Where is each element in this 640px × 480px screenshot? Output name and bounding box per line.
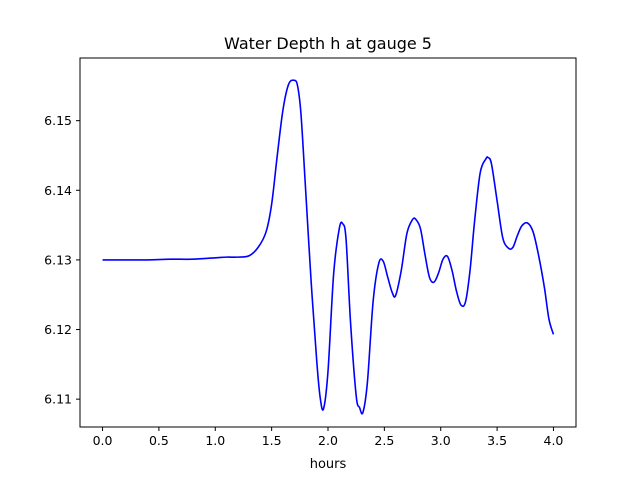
y-tick-label: 6.15 (44, 113, 72, 128)
y-tick-label: 6.13 (44, 252, 72, 267)
x-tick-label: 0.0 (93, 433, 113, 448)
plot-frame (79, 57, 577, 428)
tick-layer: 0.0 0.5 1.0 1.5 2.0 2.5 3.0 3.5 4.0 6.11 6.12 6.13 6… (44, 113, 563, 448)
x-tick-label: 0.5 (149, 433, 169, 448)
plot-layer (102, 79, 555, 415)
x-tick-label: 1.0 (205, 433, 225, 448)
x-tick-label: 4.0 (544, 433, 564, 448)
x-tick-label: 2.0 (318, 433, 338, 448)
x-axis-label: hours (310, 457, 347, 472)
x-tick-label: 1.5 (262, 433, 282, 448)
x-tick-label: 3.0 (431, 433, 451, 448)
y-tick-label: 6.12 (44, 322, 72, 337)
x-tick-label: 2.5 (374, 433, 394, 448)
y-tick-label: 6.11 (44, 392, 72, 407)
series-line-0 (102, 79, 555, 415)
chart-title: Water Depth h at gauge 5 (224, 34, 432, 53)
x-tick-label: 3.5 (487, 433, 507, 448)
y-tick-label: 6.14 (44, 183, 72, 198)
